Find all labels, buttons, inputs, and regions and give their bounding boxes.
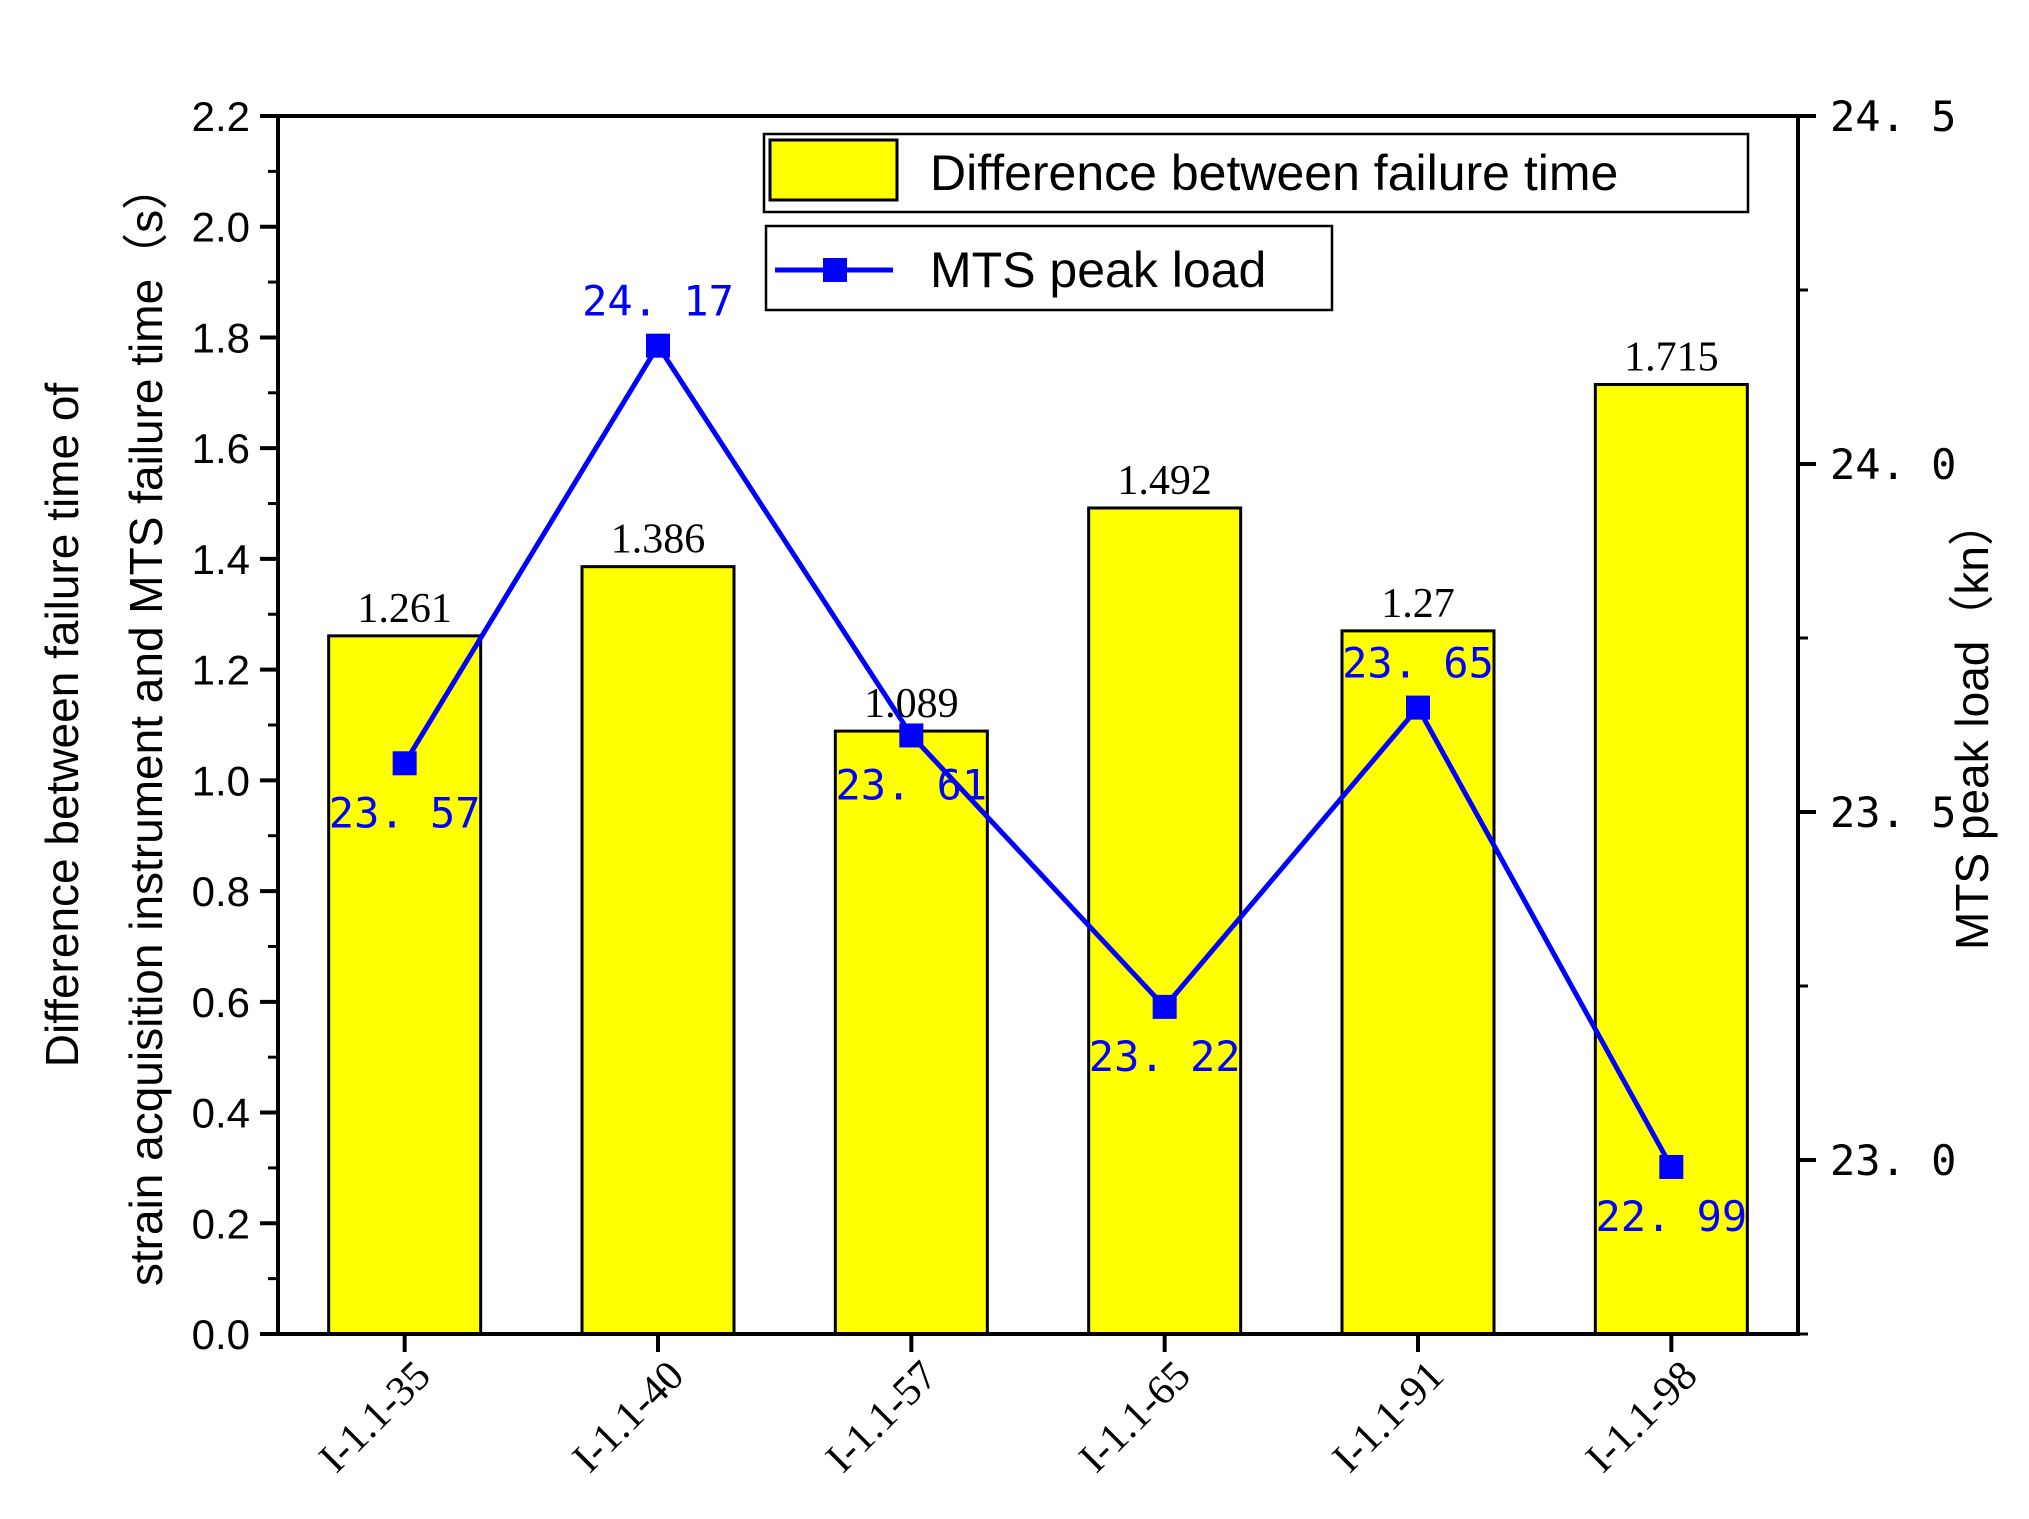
left-tick-label: 0.2 <box>192 1200 250 1247</box>
line-point-marker <box>1659 1154 1684 1179</box>
line-point-marker <box>899 723 924 748</box>
legend-bar-swatch <box>768 138 899 202</box>
data-labels-layer: 1.261 1.386 1.089 1.492 1.27 1.715 23. 57 24. 1… <box>329 277 1747 1241</box>
line-point-marker <box>646 333 670 358</box>
left-tick-label: 0.6 <box>192 979 250 1026</box>
x-tick-label: I-1.1-35 <box>311 1353 440 1482</box>
bar-value-label: 1.089 <box>864 681 959 727</box>
line-point-marker <box>1152 994 1177 1019</box>
legend-bar-box <box>762 132 1750 214</box>
bar-value-label: 1.27 <box>1381 581 1455 627</box>
x-tick-label: I-1.1-65 <box>1071 1353 1200 1482</box>
x-tick-label: I-1.1-91 <box>1324 1353 1453 1482</box>
left-tick-label: 2.2 <box>192 93 250 140</box>
legend: Difference between failure time MTS peak… <box>762 132 1750 312</box>
plot-frame <box>276 114 1800 1336</box>
bar <box>580 565 736 1336</box>
left-tick-label: 0.4 <box>192 1090 250 1137</box>
line-layer <box>392 333 1684 1179</box>
left-axis-title-line2: strain acquisition instrument and MTS fa… <box>120 164 172 1286</box>
right-axis-title: MTS peak load（kn） <box>1946 500 1998 950</box>
line-series-path <box>402 343 1674 1169</box>
line-value-label: 23. 65 <box>1342 639 1494 688</box>
legend-line-label: MTS peak load <box>930 242 1266 298</box>
left-tick-label: 1.6 <box>192 425 250 472</box>
line-value-label: 23. 61 <box>835 760 987 809</box>
bar-value-label: 1.715 <box>1624 335 1719 381</box>
left-axis-title-line1: Difference between failure time of <box>36 383 88 1068</box>
left-tick-label: 1.4 <box>192 536 250 583</box>
legend-bar-label: Difference between failure time <box>930 145 1618 201</box>
left-tick-label: 0.0 <box>192 1311 250 1358</box>
x-tick-label: I-1.1-57 <box>817 1353 946 1482</box>
right-tick-label: 24. 5 <box>1830 92 1956 141</box>
bar <box>833 729 989 1336</box>
x-tick-label: I-1.1-98 <box>1577 1353 1706 1482</box>
bar-value-label: 1.386 <box>611 517 706 563</box>
right-tick-label: 23. 5 <box>1830 788 1956 837</box>
line-value-label: 22. 99 <box>1595 1192 1747 1241</box>
bar-value-label: 1.492 <box>1117 458 1212 504</box>
line-value-label: 24. 17 <box>582 277 734 326</box>
bars-layer <box>327 383 1749 1336</box>
line-point-marker <box>392 751 417 776</box>
left-tick-label: 2.0 <box>192 204 250 251</box>
line-point-marker <box>1406 695 1430 720</box>
x-tick-label: I-1.1-40 <box>564 1353 693 1482</box>
bar-value-label: 1.261 <box>357 586 452 632</box>
left-tick-label: 0.8 <box>192 868 250 915</box>
legend-line-marker <box>823 258 847 282</box>
line-value-label: 23. 57 <box>329 788 481 837</box>
right-tick-label: 24. 0 <box>1830 440 1956 489</box>
bar <box>327 634 483 1336</box>
line-value-label: 23. 22 <box>1089 1032 1241 1081</box>
left-tick-label: 1.8 <box>192 314 250 361</box>
left-tick-label: 1.0 <box>192 757 250 804</box>
bar <box>1340 629 1496 1336</box>
bar <box>1087 506 1243 1336</box>
right-tick-label: 23. 0 <box>1830 1136 1956 1185</box>
left-tick-label: 1.2 <box>192 647 250 694</box>
